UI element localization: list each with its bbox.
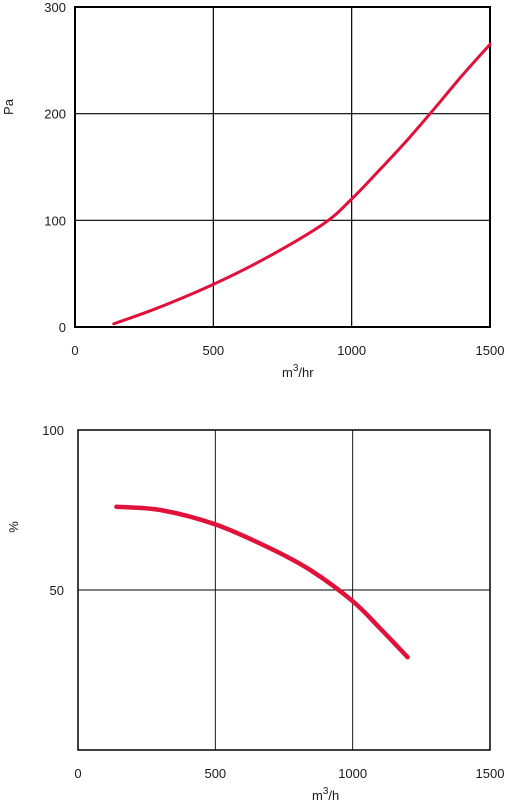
chart-0-y-tick-label: 300	[44, 0, 66, 15]
chart-0-y-tick-label: 100	[44, 213, 66, 228]
chart-1-x-axis-unit-exponent: 3	[323, 786, 329, 797]
pressure-chart: 0 500 1000 1500 0 100 200 300 Pa m3/hr	[1, 0, 504, 380]
chart-0-x-axis-unit: m	[282, 365, 293, 380]
chart-1-plot-frame	[77, 429, 491, 751]
chart-1-x-tick-label: 500	[204, 766, 226, 781]
chart-1-x-axis-unit: m	[312, 788, 323, 800]
chart-0-x-tick-label: 0	[71, 343, 78, 358]
chart-0-x-axis-title: m3/hr	[282, 363, 314, 380]
chart-0-x-axis-unit-exponent: 3	[293, 363, 299, 374]
chart-1-x-axis-unit-suffix: /h	[328, 788, 339, 800]
efficiency-chart: 0 500 1000 1500 50 100% m3/h	[6, 423, 504, 800]
chart-0-plot-frame	[74, 6, 491, 328]
chart-1-x-tick-label: 1000	[338, 766, 367, 781]
chart-1-x-tick-label: 0	[74, 766, 81, 781]
chart-0-x-tick-label: 1000	[337, 343, 366, 358]
chart-1-y-axis-title: %	[6, 521, 21, 533]
chart-1-y-tick-label: 100	[42, 423, 64, 438]
chart-1-x-tick-label: 1500	[476, 766, 505, 781]
chart-0-y-tick-label: 200	[44, 107, 66, 122]
chart-0-x-tick-label: 1500	[476, 343, 505, 358]
chart-0-y-tick-label: 0	[59, 320, 66, 335]
chart-0-series-line-0	[112, 42, 492, 326]
chart-1-y-tick-label: 50	[50, 583, 64, 598]
chart-1-series-line-0	[114, 504, 410, 660]
chart-1-x-axis-title: m3/h	[312, 786, 339, 800]
chart-0-y-axis-title: Pa	[1, 98, 16, 115]
chart-0-x-tick-label: 500	[202, 343, 224, 358]
chart-0-x-axis-unit-suffix: /hr	[298, 365, 314, 380]
